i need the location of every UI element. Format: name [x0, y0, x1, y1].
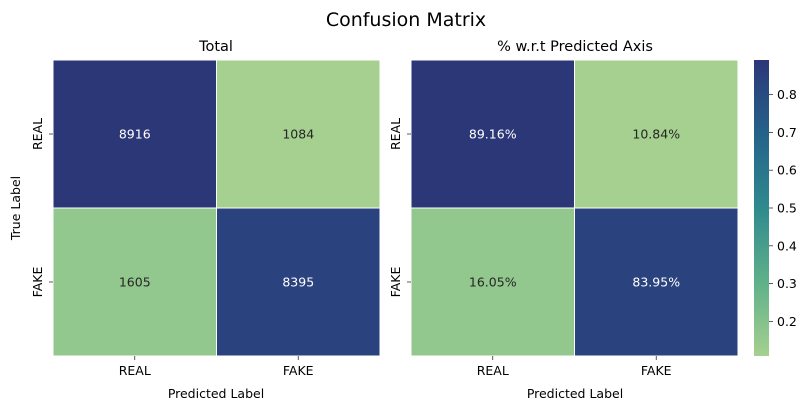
x-tick-label: FAKE [641, 363, 672, 378]
cell-annotation: 8916 [119, 127, 151, 142]
colorbar-tick-label: 0.7 [777, 125, 797, 140]
cell-annotation: 89.16% [469, 127, 517, 142]
y-tick-label: REAL [30, 118, 45, 150]
cell-annotation: 16.05% [469, 275, 517, 290]
colorbar-tick-label: 0.6 [777, 163, 797, 178]
y-tick-label: REAL [388, 118, 403, 150]
heatmap-cell [574, 207, 739, 357]
colorbar-ticks: 0.2 0.3 0.4 0.5 0.6 0.7 0.8 [769, 87, 797, 329]
colorbar-tick-label: 0.4 [777, 238, 797, 253]
colorbar-tick-label: 0.3 [777, 276, 797, 291]
cell-annotation: 83.95% [632, 275, 680, 290]
cell-annotation: 1605 [119, 275, 151, 290]
heatmap-cell [216, 59, 381, 209]
panel-percent-xlabel: Predicted Label [527, 386, 623, 401]
colorbar-tick-label: 0.5 [777, 201, 797, 216]
cell-annotation: 10.84% [632, 127, 680, 142]
colorbar-tick-label: 0.8 [777, 87, 797, 102]
heatmap-cell [410, 207, 575, 357]
x-tick-label: REAL [477, 363, 509, 378]
colorbar [754, 60, 769, 356]
cell-annotation: 1084 [282, 127, 314, 142]
figure-title: Confusion Matrix [326, 9, 486, 31]
heatmap-cell [216, 207, 381, 357]
cell-annotation: 8395 [282, 275, 314, 290]
panel-total-ylabel: True Label [8, 176, 23, 241]
y-tick-label: FAKE [30, 267, 45, 298]
heatmap-cell [574, 59, 739, 209]
heatmap-cell [52, 207, 217, 357]
panel-total-xlabel: Predicted Label [168, 386, 264, 401]
y-tick-label: FAKE [388, 267, 403, 298]
panel-percent-title: % w.r.t Predicted Axis [497, 39, 653, 55]
colorbar-tick-label: 0.2 [777, 314, 797, 329]
x-tick-label: FAKE [283, 363, 314, 378]
heatmap-total: 8916 1084 1605 8395 REAL FAKE REAL FAKE [30, 59, 381, 378]
x-tick-label: REAL [119, 363, 151, 378]
heatmap-percent: 89.16% 10.84% 16.05% 83.95% REAL FAKE REAL FAKE [388, 59, 739, 378]
heatmap-cell [52, 59, 217, 209]
panel-total-title: Total [198, 39, 233, 55]
